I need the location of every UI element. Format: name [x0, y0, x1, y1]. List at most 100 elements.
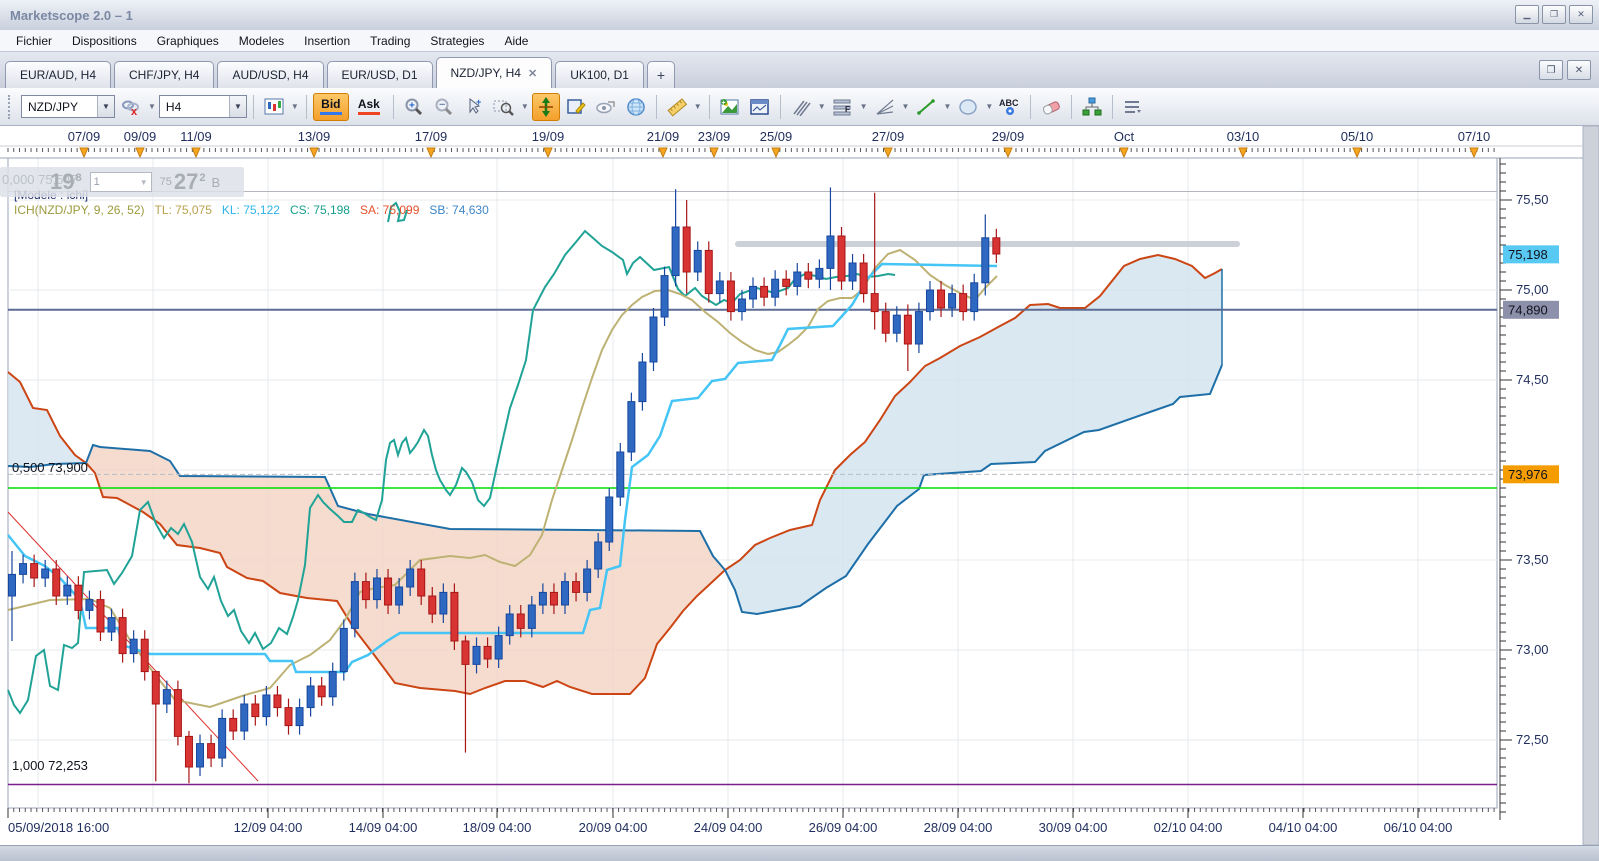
svg-text:19/09: 19/09	[532, 129, 565, 144]
quantity-input[interactable]: 1 ▼	[89, 172, 152, 192]
new-tab-button[interactable]: +	[646, 61, 676, 88]
menu-item-insertion[interactable]: Insertion	[304, 33, 351, 48]
svg-text:14/09 04:00: 14/09 04:00	[349, 820, 418, 835]
chart-panel[interactable]: 07/09 09/09 11/09 13/09 17/09 19/09 21/09 23/09…	[0, 125, 1599, 846]
trendline-tool-button[interactable]	[912, 93, 940, 121]
session-marker-icon	[883, 147, 893, 159]
sell-price-sup: 8	[75, 172, 82, 184]
link-dropdown-caret[interactable]: ▼	[148, 102, 156, 111]
web-button[interactable]	[622, 93, 650, 121]
svg-text:75,00: 75,00	[1516, 282, 1549, 297]
ask-button[interactable]: Ask	[351, 93, 387, 121]
svg-text:27/09: 27/09	[872, 129, 905, 144]
text-tool-button[interactable]: ABC	[996, 93, 1024, 121]
svg-text:73,50: 73,50	[1516, 552, 1549, 567]
strategy-button[interactable]	[1078, 93, 1106, 121]
ichimoku-cloud-bullish	[725, 255, 1222, 614]
fibonacci-tool-button[interactable]: F	[829, 93, 857, 121]
ellipse-tool-button[interactable]	[954, 93, 982, 121]
autoscale-button[interactable]	[531, 92, 560, 121]
top-date-axis: 07/09 09/09 11/09 13/09 17/09 19/09 21/09 23/09…	[0, 129, 1583, 159]
session-marker-icon	[543, 147, 553, 159]
eye-arrow-icon	[596, 100, 615, 113]
ask-underline	[357, 112, 380, 115]
sell-price-big: 19	[50, 169, 75, 194]
menu-bar: Fichier Dispositions Graphiques Modeles Inse…	[0, 30, 1599, 52]
restore-chart-button[interactable]: ❐	[1539, 60, 1563, 80]
close-chart-button[interactable]: ✕	[1567, 60, 1591, 80]
price-chart[interactable]: 07/09 09/09 11/09 13/09 17/09 19/09 21/09 23/09…	[0, 125, 1599, 846]
svg-text:x: x	[131, 106, 138, 116]
menu-item-fichier[interactable]: Fichier	[16, 33, 53, 48]
minimize-button[interactable]: ▁	[1515, 5, 1539, 24]
symbol-select[interactable]: NZD/JPY ▼	[21, 95, 115, 118]
chevron-down-icon: ▼	[139, 177, 148, 187]
session-marker-icon	[1469, 147, 1479, 159]
menu-item-graphiques[interactable]: Graphiques	[156, 33, 219, 48]
chart-type-button[interactable]	[260, 93, 288, 121]
measure-caret[interactable]: ▼	[693, 102, 702, 111]
menu-item-dispositions[interactable]: Dispositions	[72, 33, 137, 48]
visibility-button[interactable]	[592, 93, 620, 121]
zoom-range-icon	[493, 100, 514, 116]
tab-chf-jpy[interactable]: CHF/JPY, H4	[114, 61, 215, 88]
pitchfork-caret[interactable]: ▼	[817, 102, 826, 111]
pitchfork-icon	[793, 100, 811, 116]
ellipse-icon	[959, 98, 978, 115]
tab-eur-usd[interactable]: EUR/USD, D1	[326, 61, 433, 88]
close-button[interactable]: ✕	[1569, 5, 1593, 24]
menu-item-aide[interactable]: Aide	[504, 33, 529, 48]
link-charts-button[interactable]: x	[117, 93, 145, 121]
svg-text:09/09: 09/09	[124, 129, 157, 144]
list-options-button[interactable]	[1119, 93, 1147, 121]
svg-text:20/09 04:00: 20/09 04:00	[579, 820, 648, 835]
candles	[8, 187, 1001, 784]
menu-item-modeles[interactable]: Modeles	[238, 33, 285, 48]
trendline-icon	[917, 98, 936, 115]
maximize-button[interactable]: ❐	[1542, 5, 1566, 24]
fan-tool-button[interactable]	[871, 93, 899, 121]
close-tab-icon[interactable]: ✕	[527, 67, 538, 80]
svg-text:ABC: ABC	[999, 98, 1019, 108]
tab-nzd-jpy[interactable]: NZD/JPY, H4 ✕	[435, 57, 553, 88]
period-select[interactable]: H4 ▼	[158, 95, 247, 118]
measure-button[interactable]	[663, 93, 691, 121]
strategy-tree-icon	[1082, 97, 1102, 115]
chevron-down-icon[interactable]: ▼	[97, 96, 114, 117]
chart-frame-button[interactable]	[746, 93, 774, 121]
cursor-zoom-button[interactable]: +	[460, 93, 488, 121]
fibonacci-caret[interactable]: ▼	[859, 102, 868, 111]
session-marker-icon	[191, 147, 201, 159]
add-image-button[interactable]: +	[716, 93, 744, 121]
tab-uk100[interactable]: UK100, D1	[555, 61, 644, 88]
fib-level-50-label: 0,500 73,900	[12, 460, 88, 475]
list-icon	[1125, 100, 1142, 113]
note-pencil-icon	[567, 98, 586, 114]
globe-icon	[627, 97, 645, 116]
menu-item-trading[interactable]: Trading	[370, 33, 411, 48]
bid-button[interactable]: Bid	[312, 92, 349, 121]
zoom-out-button[interactable]: −	[430, 93, 458, 121]
fan-caret[interactable]: ▼	[901, 102, 910, 111]
tab-eur-aud[interactable]: EUR/AUD, H4	[5, 61, 112, 88]
svg-text:75,198: 75,198	[1508, 247, 1548, 262]
chart-type-caret[interactable]: ▼	[290, 102, 299, 111]
buy-price-big: 27	[173, 169, 199, 194]
zoom-range-caret[interactable]: ▼	[520, 102, 529, 111]
svg-text:04/10 04:00: 04/10 04:00	[1269, 820, 1338, 835]
zoom-range-button[interactable]	[490, 93, 518, 121]
annotation-button[interactable]	[562, 93, 590, 121]
eraser-button[interactable]	[1037, 93, 1065, 121]
menu-item-strategies[interactable]: Strategies	[430, 33, 485, 48]
trendline-caret[interactable]: ▼	[943, 102, 952, 111]
ellipse-caret[interactable]: ▼	[985, 102, 994, 111]
session-marker-icon	[1003, 147, 1013, 159]
fit-vertical-icon	[538, 96, 553, 117]
zoom-in-button[interactable]: +	[400, 93, 428, 121]
tab-aud-usd[interactable]: AUD/USD, H4	[217, 61, 324, 88]
eraser-icon	[1043, 100, 1061, 114]
chevron-down-icon[interactable]: ▼	[228, 96, 246, 117]
toolbar-grip[interactable]	[8, 94, 15, 119]
pitchfork-tool-button[interactable]	[787, 93, 815, 121]
price-badge	[1503, 245, 1559, 264]
